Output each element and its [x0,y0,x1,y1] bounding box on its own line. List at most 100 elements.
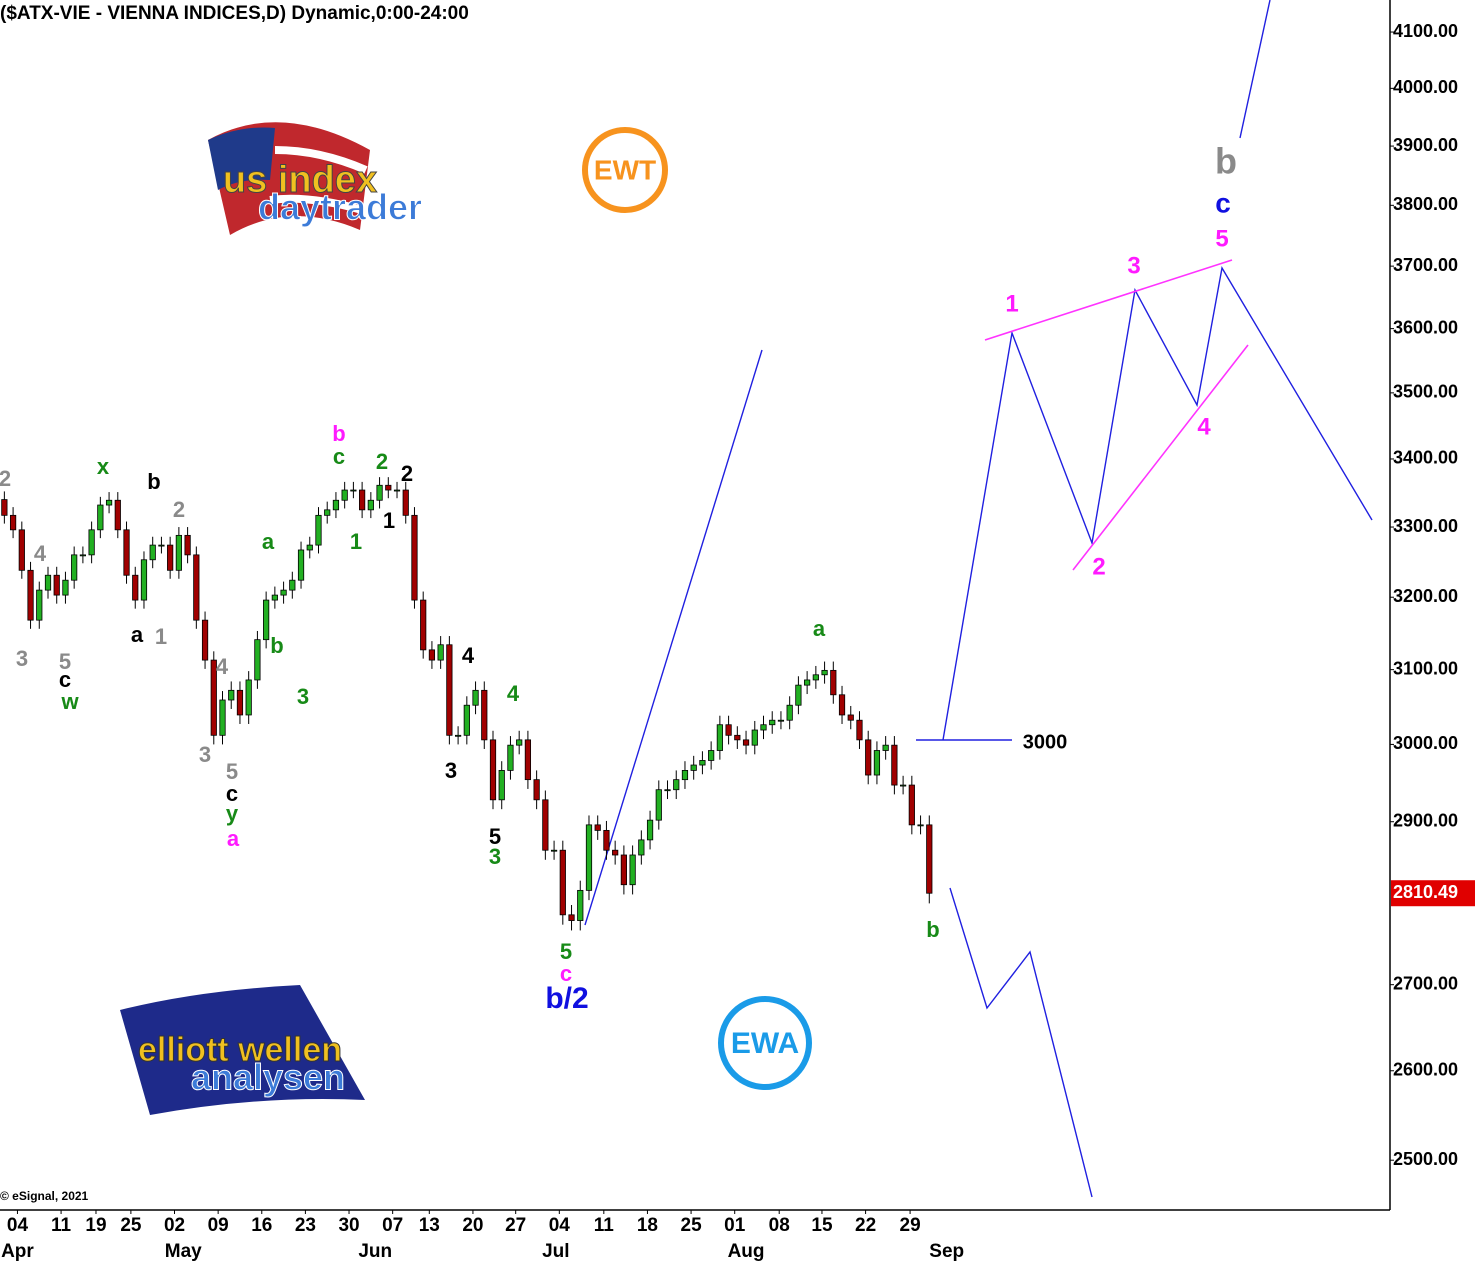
candle-body [908,784,915,826]
candle-body [88,529,95,556]
month-label: Sep [929,1241,964,1261]
wave-label: 5 [489,824,501,849]
wave-label: 3 [489,844,501,869]
wave-label: b [1215,141,1237,182]
y-tick-label: 3100.00 [1393,658,1458,678]
logo-text: us index [223,159,377,201]
wave-label: 2 [401,461,413,486]
candle-body [603,829,610,851]
candle-body [838,694,846,716]
logo-text: EWT [594,154,656,185]
candle-body [359,489,366,511]
candle-body [481,689,488,741]
candle-body [402,489,409,516]
candle-body [123,529,130,576]
wave-label: b [926,917,939,942]
wave-label: 5 [1215,225,1228,252]
x-tick-label: 22 [855,1215,876,1236]
x-tick-label: 29 [900,1215,921,1236]
x-tick-label: 04 [7,1215,29,1236]
candle-body [332,499,340,511]
candle-body [725,724,732,736]
wave-label: b [332,421,345,446]
candle-body [577,889,584,921]
candle-body [786,704,793,721]
y-tick-label: 4100.00 [1393,21,1458,41]
wave-label: c [226,781,238,806]
candle-body [777,719,785,722]
wave-label: b [270,633,283,658]
candle-body [228,689,235,701]
x-tick-label: 20 [462,1215,483,1236]
wave-label: 3 [445,758,457,783]
x-tick-label: 25 [681,1215,703,1236]
month-label: Jun [358,1241,392,1261]
logo-text: daytrader [258,187,422,228]
logo-text: elliott wellen [138,1031,342,1069]
candle-body [53,574,60,596]
y-tick-label: 3600.00 [1393,317,1458,337]
candle-body [699,760,706,766]
wave-label: 2 [0,466,11,491]
trend-line [1072,344,1249,571]
wave-label: b [147,469,160,494]
candle-body [865,739,872,776]
wave-label: a [262,529,275,554]
y-tick-label: 3400.00 [1393,448,1458,468]
wave-label: 1 [1005,290,1018,317]
candle-body [673,779,680,791]
wave-label: 3 [16,646,28,671]
candle-body [71,554,78,581]
candle-body [210,659,217,736]
candle-body [472,689,479,706]
wave-label: c [333,444,345,469]
wave-label: 4 [507,681,520,706]
candle-body [795,684,802,706]
last-price-label: 2810.49 [1393,882,1458,902]
candle-body [542,799,549,851]
candle-body [856,719,863,741]
candle-body [891,744,898,786]
x-tick-label: 08 [769,1215,790,1236]
wave-label: b/2 [545,982,588,1015]
credit: © eSignal, 2021 [0,1189,89,1203]
wave-label: 5 [59,649,71,674]
y-tick-label: 2900.00 [1393,810,1458,830]
wave-label: a [131,622,144,647]
x-tick-label: 07 [382,1215,403,1236]
candle-body [140,559,148,601]
wave-label: 4 [1197,413,1211,440]
x-tick-label: 19 [85,1215,106,1236]
candle-body [105,499,113,506]
wave-label: 3000 [1023,731,1068,753]
candle-body [97,504,104,531]
candle-body [9,514,17,531]
logo-elliott: elliott wellen analysen [120,985,365,1115]
logo-text: EWA [731,1027,799,1060]
candle-body [376,484,383,501]
candle-body [454,734,462,737]
candle-body [393,489,401,492]
candle-body [655,789,662,821]
wave-label: 1 [155,624,167,649]
candle-body [385,484,392,491]
x-tick-label: 09 [208,1215,229,1236]
candle-body [236,689,244,716]
chart-title: ($ATX-VIE - VIENNA INDICES,D) Dynamic,0:… [0,3,469,24]
y-tick-label: 3300.00 [1393,516,1458,536]
wave-label: 3 [297,684,309,709]
candle-body [516,739,523,746]
candle-body [708,750,715,761]
candle-body [463,704,470,736]
y-tick-label: 4000.00 [1393,77,1458,97]
logo-ewt: EWT [582,127,668,213]
candle-body [812,674,819,681]
candle-body [830,669,837,696]
y-tick-label: 2600.00 [1393,1060,1458,1080]
candle-body [681,770,689,781]
candle-body [620,854,627,886]
candle-body [917,824,924,827]
candle-body [245,679,252,716]
candle-body [900,784,907,787]
month-label: Aug [728,1241,765,1261]
